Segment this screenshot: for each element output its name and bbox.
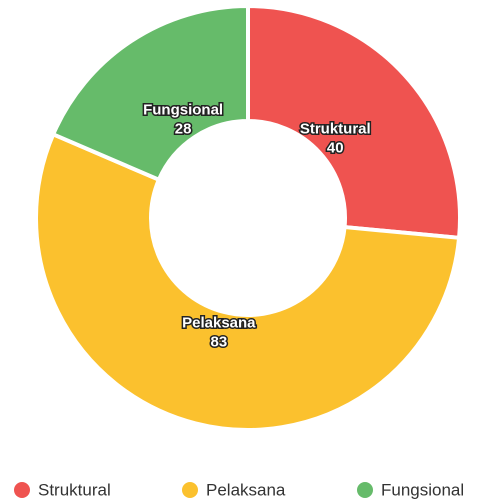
donut-segment — [51, 4, 250, 182]
donut-segment — [34, 132, 462, 432]
legend-label: Fungsional — [381, 480, 464, 499]
segment-value: 28 — [175, 120, 192, 137]
legend-label: Struktural — [38, 480, 111, 499]
segment-label: Pelaksana — [182, 314, 256, 331]
segment-value: 40 — [327, 140, 344, 157]
legend-label: Pelaksana — [206, 480, 286, 499]
legend-marker — [357, 482, 373, 498]
segment-value: 83 — [211, 333, 228, 350]
legend-marker — [182, 482, 198, 498]
segment-label: Fungsional — [143, 101, 223, 118]
legend-marker — [14, 482, 30, 498]
donut-segment — [246, 4, 462, 240]
segment-label: Struktural — [300, 121, 371, 138]
